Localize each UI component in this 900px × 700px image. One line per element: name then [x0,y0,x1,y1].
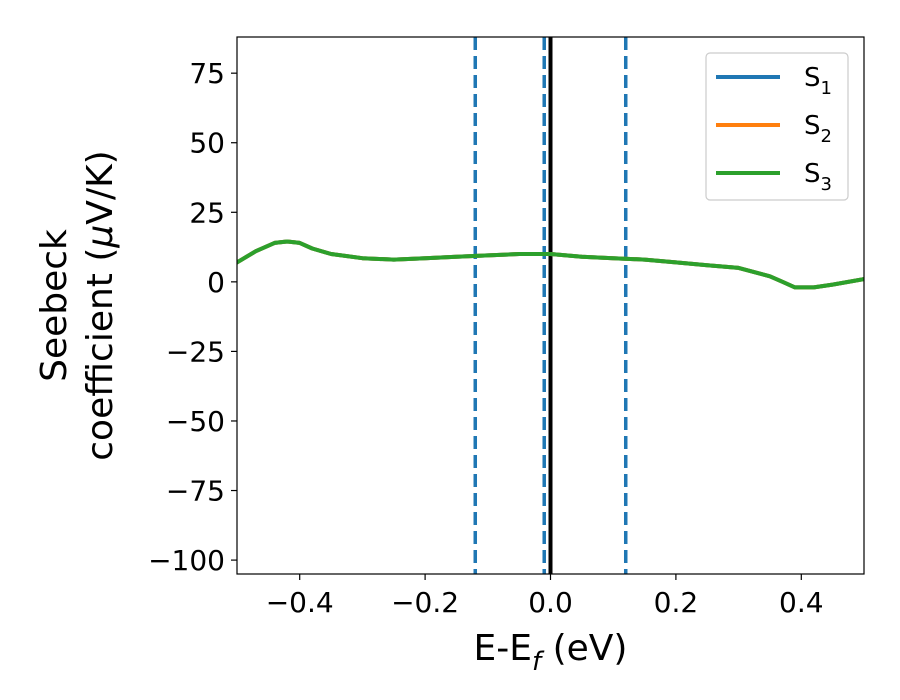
legend: S1 S2 S3 [705,52,849,201]
x-tick-label: 0.2 [654,586,699,619]
x-tick-label: 0.0 [528,586,573,619]
x-tick-label: −0.4 [266,586,334,619]
legend-label-s3: S3 [804,159,832,195]
y-tick-label: 25 [189,196,225,229]
y-tick-label: −25 [166,335,225,368]
legend-label-s2: S2 [804,111,832,147]
x-axis-label-unit: (eV) [541,628,627,669]
y-axis-label-line2-prefix: coefficient ( [80,248,121,461]
y-tick-label: −100 [148,544,225,577]
y-tick-label: −50 [166,405,225,438]
y-tick-label: 50 [189,127,225,160]
y-tick-label: 0 [207,266,225,299]
y-tick-label: −75 [166,475,225,508]
y-axis-label-line1: Seebeck [34,229,75,382]
plot-area [237,37,864,574]
axes: −0.4 −0.2 0.0 0.2 0.4 75 50 25 0 −25 −50 −75 −100 [148,36,865,619]
y-axis-label: Seebeck coefficient (μV/K) [34,150,121,460]
y-axis-label-line2-suffix: V/K) [80,150,121,224]
x-tick-label: 0.4 [779,586,824,619]
series-line-s3 [237,239,864,290]
y-axis-label-line2: coefficient (μV/K) [80,150,121,460]
legend-label-s1: S1 [804,63,832,99]
y-axis-label-mu: μ [80,225,121,249]
x-axis-label: E-Ef (eV) [474,628,628,677]
x-axis-label-main: E-E [474,628,532,669]
x-tick-label: −0.2 [391,586,459,619]
y-tick-label: 75 [189,57,225,90]
